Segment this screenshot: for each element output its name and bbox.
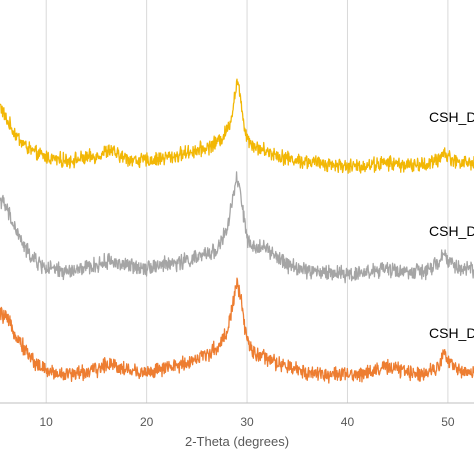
x-tick-label: 20: [140, 415, 154, 429]
series-label: CSH_D: [429, 223, 474, 239]
x-tick-label: 50: [441, 415, 455, 429]
series-line: [0, 78, 474, 174]
series-labels: CSH_D CSH_D CSH_D: [429, 109, 474, 341]
series-group: [0, 78, 474, 384]
series-label: CSH_D: [429, 109, 474, 125]
x-tick-labels: 10 20 30 40 50: [40, 415, 455, 429]
series-label: CSH_D: [429, 325, 474, 341]
x-tick-label: 30: [240, 415, 254, 429]
series-line: [0, 277, 474, 384]
series-line: [0, 171, 474, 284]
x-tick-label: 10: [40, 415, 54, 429]
x-tick-label: 40: [341, 415, 355, 429]
x-axis-title: 2-Theta (degrees): [185, 434, 289, 449]
vertical-gridlines: [45, 0, 449, 403]
